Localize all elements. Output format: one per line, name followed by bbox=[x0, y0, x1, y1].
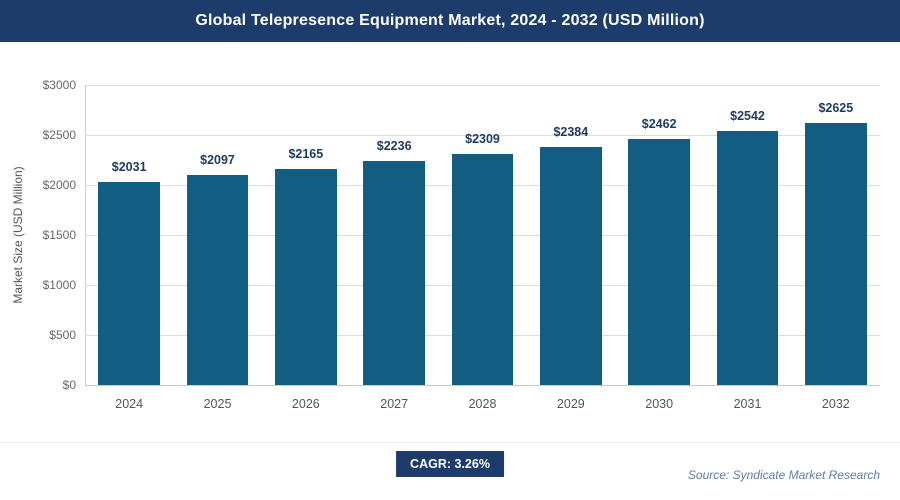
gridline bbox=[85, 385, 880, 386]
x-tick-label: 2024 bbox=[115, 397, 144, 411]
x-tick-label: 2029 bbox=[556, 397, 585, 411]
bar-value-label: $2236 bbox=[376, 139, 412, 154]
footer-divider bbox=[0, 442, 900, 443]
bar-value-label: $2309 bbox=[465, 132, 500, 147]
x-tick-label: 2026 bbox=[291, 397, 320, 411]
bar-value-label: $2462 bbox=[641, 116, 677, 131]
bar bbox=[98, 181, 161, 385]
y-tick-label: $500 bbox=[49, 328, 76, 342]
x-tick-label: 2030 bbox=[645, 397, 674, 411]
x-tick-label: 2027 bbox=[380, 397, 409, 411]
y-tick-label: $2500 bbox=[42, 128, 76, 142]
bar bbox=[539, 146, 602, 385]
x-tick-label: 2032 bbox=[821, 397, 850, 411]
y-tick-label: $1500 bbox=[42, 228, 76, 242]
bar-value-label: $2165 bbox=[288, 146, 324, 161]
bar bbox=[451, 154, 514, 385]
x-tick-label: 2031 bbox=[733, 397, 762, 411]
bar bbox=[628, 138, 691, 385]
x-tick-label: 2028 bbox=[468, 397, 497, 411]
chart-header: Global Telepresence Equipment Market, 20… bbox=[0, 0, 900, 42]
bar-value-label: $2384 bbox=[553, 124, 589, 139]
bar bbox=[716, 130, 779, 385]
bar bbox=[186, 175, 249, 385]
bar bbox=[274, 168, 337, 385]
y-tick-label: $3000 bbox=[42, 78, 76, 92]
gridline bbox=[85, 135, 880, 136]
bar-value-label: $2097 bbox=[200, 153, 235, 168]
plot-area: $2031 2024 $2097 2025 $2165 2026 $2236 2027 $230… bbox=[85, 85, 880, 411]
bar bbox=[804, 122, 867, 385]
bar-value-label: $2542 bbox=[730, 108, 765, 123]
y-tick-label: $0 bbox=[62, 378, 76, 392]
source-attribution: Source: Syndicate Market Research bbox=[687, 468, 880, 482]
bar bbox=[363, 161, 426, 385]
bar-value-label: $2031 bbox=[111, 159, 147, 174]
gridline bbox=[85, 85, 880, 86]
chart-title: Global Telepresence Equipment Market, 20… bbox=[195, 12, 705, 29]
x-tick-label: 2025 bbox=[203, 397, 232, 411]
y-tick-label: $2000 bbox=[42, 178, 76, 192]
y-tick-label: $1000 bbox=[42, 278, 76, 292]
cagr-badge: CAGR: 3.26% bbox=[396, 451, 504, 477]
bar-value-label: $2625 bbox=[818, 100, 854, 115]
